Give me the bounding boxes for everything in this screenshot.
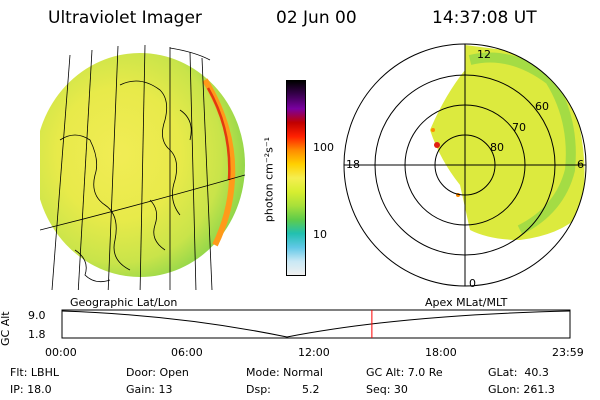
oval-edge [468,52,576,235]
colorbar-tick-100: 100 [313,141,334,154]
instrument-title: Ultraviolet Imager [48,8,202,28]
seq-status: Seq: 30 [366,383,408,396]
lat-label-70: 70 [512,121,526,134]
timeline-axis-label: GC Alt [0,311,12,346]
gcalt-status: GC Alt: 7.0 Re [366,366,443,379]
mode-status: Mode: Normal [246,366,323,379]
lat-label-80: 80 [490,141,504,154]
dsp-value: 5.2 [302,383,320,396]
colorbar-tick-10: 10 [313,228,327,241]
auroral-oval [430,45,585,240]
glat-status: GLat: 40.3 [488,366,549,379]
coastlines [59,80,192,283]
timeline-ytick-1.8: 1.8 [28,328,46,341]
door-status: Door: Open [126,366,189,379]
parallel-lines [40,47,246,231]
colorbar [286,80,306,276]
aurora-limb [202,78,236,247]
timeline-xtick: 18:00 [425,346,457,359]
gain-status: Gain: 13 [126,383,173,396]
polar-grid [343,43,587,287]
aurora-limb-core [206,87,231,181]
timeline-xtick: 12:00 [298,346,330,359]
gc-alt-curve [61,310,571,338]
timeline-ytick-9: 9.0 [28,309,46,322]
time-label: 14:37:08 UT [432,8,537,28]
timeline-xtick: 00:00 [45,346,77,359]
glon-status: GLon: 261.3 [488,383,555,396]
aurora-spot [434,142,440,148]
aurora-spot [431,128,435,132]
dsp-label: Dsp: [246,383,271,396]
left-map-label: Geographic Lat/Lon [70,296,177,309]
mlt-label-0: 0 [469,277,476,290]
timeline-xtick: 06:00 [171,346,203,359]
timeline-frame [61,309,571,339]
right-map-label: Apex MLat/MLT [425,296,508,309]
mlt-label-12: 12 [477,48,491,61]
lat-label-60: 60 [535,100,549,113]
timeline-xtick: 23:59 [552,346,584,359]
mlt-label-6: 6 [577,158,584,171]
filter-status: Flt: LBHL [10,366,59,379]
mlt-label-18: 18 [346,158,360,171]
date-label: 02 Jun 00 [276,8,357,28]
meridian-lines [51,44,213,290]
ip-status: IP: 18.0 [10,383,52,396]
